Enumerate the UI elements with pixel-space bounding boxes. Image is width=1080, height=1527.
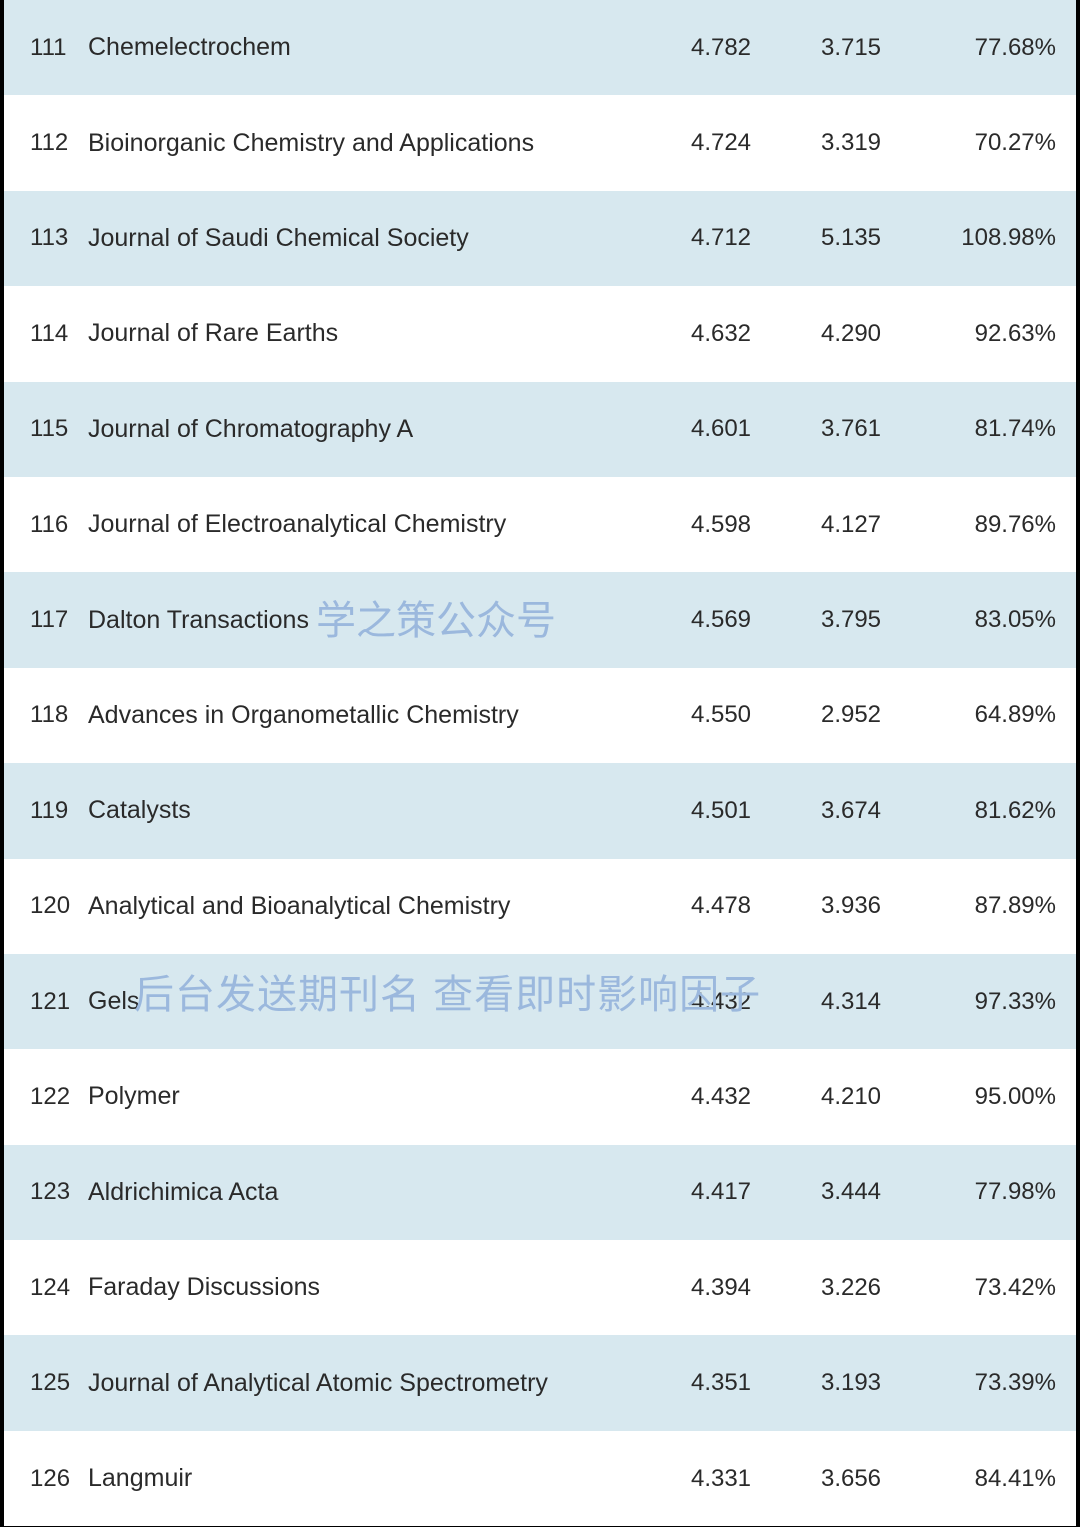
value1-cell: 4.550 [656,701,786,729]
journal-name-cell: Catalysts [88,796,656,825]
rank-cell: 120 [30,892,88,920]
rank-cell: 117 [30,606,88,634]
percent-cell: 92.63% [916,320,1056,348]
value2-cell: 3.761 [786,415,916,443]
journal-name-cell: Bioinorganic Chemistry and Applications [88,129,656,158]
percent-cell: 89.76% [916,511,1056,539]
value1-cell: 4.432 [656,988,786,1016]
rank-cell: 126 [30,1465,88,1493]
value1-cell: 4.501 [656,797,786,825]
rank-cell: 124 [30,1274,88,1302]
percent-cell: 73.39% [916,1369,1056,1397]
journal-name-cell: Langmuir [88,1464,656,1493]
journal-name-cell: Analytical and Bioanalytical Chemistry [88,892,656,921]
value1-cell: 4.432 [656,1083,786,1111]
table-row: 119Catalysts4.5013.67481.62% [4,763,1076,858]
table-row: 115Journal of Chromatography A4.6013.761… [4,382,1076,477]
percent-cell: 87.89% [916,892,1056,920]
value2-cell: 4.210 [786,1083,916,1111]
journal-name-cell: Chemelectrochem [88,33,656,62]
table-row: 117Dalton Transactions4.5693.79583.05% [4,572,1076,667]
value2-cell: 2.952 [786,701,916,729]
rank-cell: 122 [30,1083,88,1111]
percent-cell: 83.05% [916,606,1056,634]
rank-cell: 114 [30,320,88,348]
percent-cell: 95.00% [916,1083,1056,1111]
rank-cell: 123 [30,1178,88,1206]
percent-cell: 77.68% [916,34,1056,62]
table-row: 122Polymer4.4324.21095.00% [4,1049,1076,1144]
percent-cell: 97.33% [916,988,1056,1016]
table-row: 121Gels4.4324.31497.33% [4,954,1076,1049]
journal-name-cell: Advances in Organometallic Chemistry [88,701,656,730]
value2-cell: 3.193 [786,1369,916,1397]
value2-cell: 3.656 [786,1465,916,1493]
percent-cell: 84.41% [916,1465,1056,1493]
rank-cell: 115 [30,415,88,443]
percent-cell: 108.98% [916,224,1056,252]
value2-cell: 3.444 [786,1178,916,1206]
value2-cell: 3.715 [786,34,916,62]
table-row: 116Journal of Electroanalytical Chemistr… [4,477,1076,572]
value1-cell: 4.712 [656,224,786,252]
rank-cell: 121 [30,988,88,1016]
table-row: 125Journal of Analytical Atomic Spectrom… [4,1335,1076,1430]
table-row: 113Journal of Saudi Chemical Society4.71… [4,191,1076,286]
table-row: 124Faraday Discussions4.3943.22673.42% [4,1240,1076,1335]
value1-cell: 4.478 [656,892,786,920]
value2-cell: 3.674 [786,797,916,825]
table-row: 126Langmuir4.3313.65684.41% [4,1431,1076,1526]
value2-cell: 5.135 [786,224,916,252]
value1-cell: 4.417 [656,1178,786,1206]
percent-cell: 77.98% [916,1178,1056,1206]
journal-name-cell: Journal of Analytical Atomic Spectrometr… [88,1369,656,1398]
table-row: 118Advances in Organometallic Chemistry4… [4,668,1076,763]
value2-cell: 4.290 [786,320,916,348]
value1-cell: 4.601 [656,415,786,443]
journal-name-cell: Polymer [88,1082,656,1111]
value1-cell: 4.351 [656,1369,786,1397]
value2-cell: 4.127 [786,511,916,539]
percent-cell: 73.42% [916,1274,1056,1302]
percent-cell: 81.74% [916,415,1056,443]
value1-cell: 4.569 [656,606,786,634]
percent-cell: 64.89% [916,701,1056,729]
table-row: 114Journal of Rare Earths4.6324.29092.63… [4,286,1076,381]
rank-cell: 116 [30,511,88,539]
rank-cell: 113 [30,224,88,252]
table-row: 120Analytical and Bioanalytical Chemistr… [4,859,1076,954]
percent-cell: 81.62% [916,797,1056,825]
journal-name-cell: Journal of Chromatography A [88,415,656,444]
value2-cell: 3.226 [786,1274,916,1302]
value2-cell: 3.319 [786,129,916,157]
value2-cell: 3.795 [786,606,916,634]
rank-cell: 112 [30,129,88,157]
journal-name-cell: Dalton Transactions [88,606,656,635]
table-row: 123Aldrichimica Acta4.4173.44477.98% [4,1145,1076,1240]
value1-cell: 4.394 [656,1274,786,1302]
rank-cell: 119 [30,797,88,825]
journal-name-cell: Journal of Rare Earths [88,319,656,348]
value1-cell: 4.724 [656,129,786,157]
journal-name-cell: Journal of Electroanalytical Chemistry [88,510,656,539]
journal-table: 111Chemelectrochem4.7823.71577.68%112Bio… [0,0,1080,1526]
value1-cell: 4.782 [656,34,786,62]
journal-name-cell: Aldrichimica Acta [88,1178,656,1207]
table-row: 111Chemelectrochem4.7823.71577.68% [4,0,1076,95]
value2-cell: 3.936 [786,892,916,920]
table-row: 112Bioinorganic Chemistry and Applicatio… [4,95,1076,190]
journal-name-cell: Gels [88,987,656,1016]
rank-cell: 125 [30,1369,88,1397]
journal-name-cell: Faraday Discussions [88,1273,656,1302]
journal-name-cell: Journal of Saudi Chemical Society [88,224,656,253]
value1-cell: 4.632 [656,320,786,348]
percent-cell: 70.27% [916,129,1056,157]
value2-cell: 4.314 [786,988,916,1016]
rank-cell: 111 [30,34,88,62]
rank-cell: 118 [30,701,88,729]
value1-cell: 4.598 [656,511,786,539]
value1-cell: 4.331 [656,1465,786,1493]
